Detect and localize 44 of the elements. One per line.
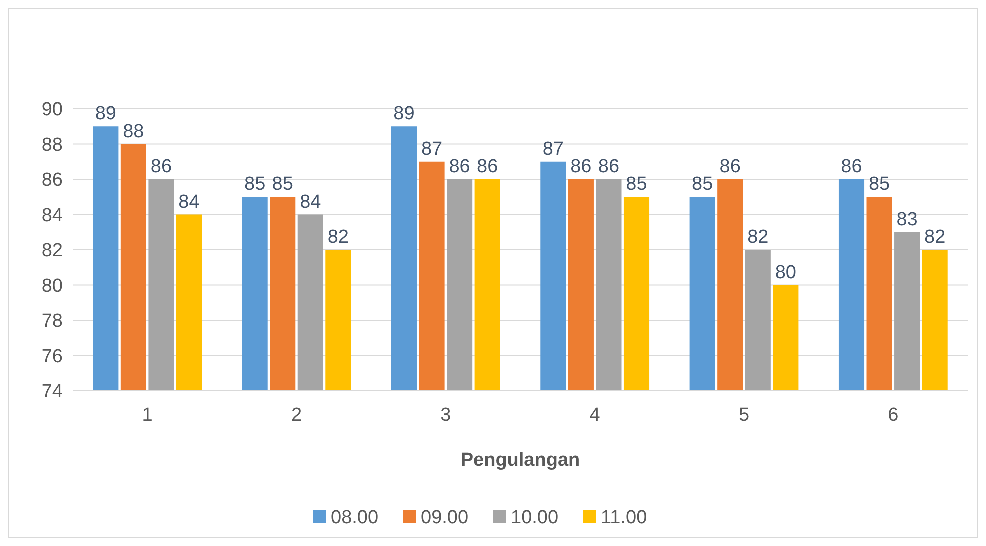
data-label: 88 bbox=[123, 121, 144, 142]
data-label: 84 bbox=[300, 192, 322, 213]
data-label: 87 bbox=[542, 138, 564, 160]
y-tick-label: 82 bbox=[42, 240, 63, 262]
x-axis-title: Pengulangan bbox=[460, 450, 580, 471]
data-label: 89 bbox=[394, 104, 415, 125]
data-label: 86 bbox=[449, 156, 470, 178]
data-label: 86 bbox=[720, 156, 741, 178]
legend-label: 11.00 bbox=[601, 508, 648, 529]
data-label: 82 bbox=[924, 227, 946, 248]
data-label: 85 bbox=[272, 174, 294, 196]
x-tick-label: 6 bbox=[888, 405, 899, 426]
y-tick-label: 80 bbox=[42, 276, 63, 297]
data-label: 82 bbox=[328, 227, 349, 248]
x-tick-label: 1 bbox=[142, 405, 153, 426]
data-label: 86 bbox=[570, 156, 592, 178]
data-label: 85 bbox=[626, 174, 648, 196]
data-label: 86 bbox=[477, 156, 498, 178]
x-tick-label: 4 bbox=[590, 405, 601, 426]
data-label: 82 bbox=[748, 227, 769, 248]
data-label: 85 bbox=[692, 174, 714, 196]
data-label: 85 bbox=[868, 174, 890, 196]
y-tick-label: 88 bbox=[42, 134, 63, 156]
y-tick-label: 90 bbox=[42, 100, 63, 121]
data-label: 80 bbox=[775, 262, 796, 284]
y-tick-label: 84 bbox=[42, 205, 64, 226]
x-tick-label: 3 bbox=[440, 405, 452, 426]
data-label: 83 bbox=[896, 209, 918, 230]
x-tick-label: 5 bbox=[738, 405, 750, 426]
data-label: 86 bbox=[598, 156, 620, 178]
data-label: 87 bbox=[421, 138, 443, 160]
y-tick-label: 86 bbox=[42, 170, 63, 192]
data-label: 86 bbox=[841, 156, 862, 178]
y-tick-label: 78 bbox=[42, 311, 63, 332]
legend-label: 10.00 bbox=[511, 508, 559, 529]
y-tick-label: 74 bbox=[42, 382, 64, 403]
data-label: 84 bbox=[178, 192, 200, 213]
legend-label: 09.00 bbox=[421, 508, 469, 529]
data-label: 85 bbox=[244, 174, 266, 196]
y-tick-label: 76 bbox=[42, 346, 63, 368]
data-label: 86 bbox=[150, 156, 172, 178]
data-label: 89 bbox=[95, 104, 116, 125]
legend-label: 08.00 bbox=[331, 508, 379, 529]
x-tick-label: 2 bbox=[291, 405, 302, 426]
